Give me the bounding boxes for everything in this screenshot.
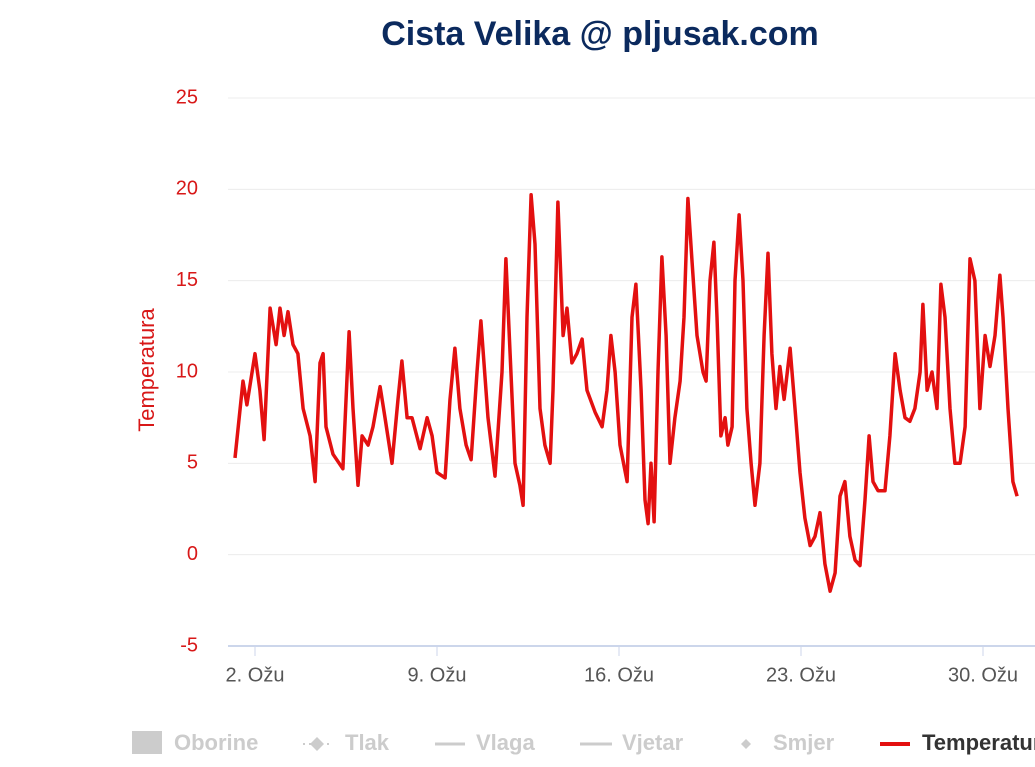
y-tick-label: -5 [180, 634, 198, 656]
x-tick-label: 23. Ožu [766, 664, 836, 686]
legend-label[interactable]: Smjer [773, 730, 835, 755]
chart-title: Cista Velika @ pljusak.com [381, 15, 819, 53]
y-tick-label: 25 [176, 86, 198, 108]
legend-label[interactable]: Vlaga [476, 730, 535, 755]
legend-label[interactable]: Tlak [345, 730, 390, 755]
legend-icon [741, 739, 751, 749]
legend-label[interactable]: Vjetar [622, 730, 684, 755]
legend-label[interactable]: Oborine [174, 730, 258, 755]
y-tick-label: 20 [176, 178, 198, 200]
legend-label[interactable]: Temperatura [922, 730, 1035, 755]
y-tick-label: 5 [187, 452, 198, 474]
y-tick-label: 0 [187, 543, 198, 565]
legend: Oborine Tlak Vlaga Vjetar Smjer Temperat… [132, 730, 1035, 755]
y-tick-label: 15 [176, 269, 198, 291]
y-tick-label: 10 [176, 360, 198, 382]
y-axis-label: Temperatura [134, 307, 159, 431]
x-tick-label: 2. Ožu [226, 664, 285, 686]
temperature-line [233, 193, 1019, 593]
x-tick-label: 9. Ožu [408, 664, 467, 686]
x-tick-label: 30. Ožu [948, 664, 1018, 686]
x-tick-label: 16. Ožu [584, 664, 654, 686]
legend-icon [310, 737, 324, 751]
legend-icon [132, 731, 162, 754]
